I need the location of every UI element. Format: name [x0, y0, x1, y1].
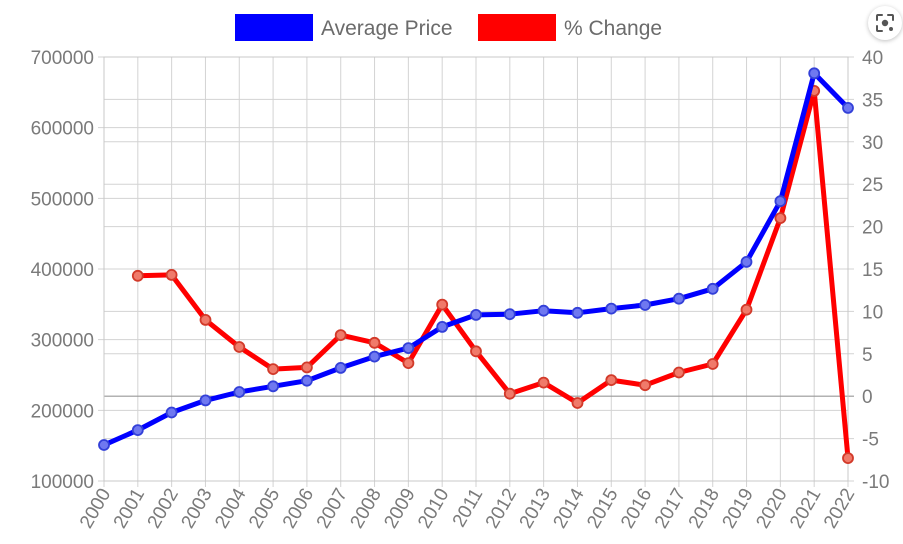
y-right-tick-label: 15: [862, 260, 883, 281]
data-point-average-price: [98, 439, 110, 451]
x-tick-label: 2001: [110, 485, 149, 532]
x-tick-label: 2012: [482, 485, 521, 532]
data-point-change: [402, 357, 415, 370]
data-point-change: [165, 268, 178, 281]
data-point-average-price: [537, 304, 550, 317]
y-right-tick-label: 5: [862, 345, 873, 366]
data-point-change: [233, 341, 246, 353]
data-point-average-price: [131, 424, 144, 437]
data-point-change: [131, 269, 144, 282]
data-point-average-price: [470, 308, 482, 321]
data-point-change: [706, 358, 719, 370]
data-point-change: [300, 361, 313, 374]
data-point-average-price: [740, 255, 753, 268]
legend-swatch-percent-change: [478, 14, 556, 41]
y-right-tick-label: 30: [862, 133, 883, 154]
y-right-tick-label: 20: [862, 218, 883, 239]
lens-icon: [876, 14, 894, 32]
x-tick-label: 2020: [752, 485, 791, 532]
y-axis-left: 100000 200000 300000 400000 500000 600000 7000…: [31, 48, 94, 493]
data-point-average-price: [639, 299, 651, 311]
data-point-average-price: [503, 308, 516, 321]
plot-border: [103, 56, 849, 482]
x-tick-label: 2022: [820, 485, 859, 532]
data-point-change: [673, 366, 685, 379]
data-point-change: [199, 313, 212, 326]
y-left-tick-label: 300000: [31, 331, 94, 352]
y-right-tick-label: -5: [862, 430, 879, 451]
data-point-change: [368, 336, 381, 349]
x-axis: 2000200120022003200420052006200720082009…: [76, 485, 859, 532]
data-point-change: [436, 298, 449, 311]
x-tick-label: 2003: [177, 485, 216, 532]
data-point-average-price: [774, 195, 787, 208]
x-tick-label: 2013: [516, 485, 555, 532]
y-left-tick-label: 700000: [31, 48, 94, 69]
x-tick-label: 2011: [449, 485, 488, 531]
y-left-tick-label: 200000: [31, 401, 94, 422]
data-point-average-price: [300, 374, 313, 387]
y-right-tick-label: 35: [862, 90, 883, 111]
x-tick-label: 2002: [144, 485, 183, 532]
data-point-average-price: [267, 380, 280, 393]
x-tick-label: 2021: [786, 485, 825, 532]
legend-swatch-average-price: [235, 14, 313, 41]
y-right-tick-label: -10: [862, 472, 889, 493]
x-tick-label: 2009: [380, 485, 419, 532]
x-tick-label: 2004: [211, 485, 251, 532]
data-point-average-price: [199, 394, 212, 407]
x-tick-label: 2015: [583, 485, 622, 532]
data-point-average-price: [605, 302, 618, 315]
y-left-tick-label: 500000: [31, 189, 94, 210]
data-point-average-price: [571, 306, 584, 319]
x-tick-label: 2014: [549, 485, 589, 532]
data-point-average-price: [706, 282, 719, 295]
data-point-average-price: [334, 361, 347, 374]
data-point-change: [334, 329, 347, 342]
series-line-change: [135, 88, 851, 461]
data-point-average-price: [165, 406, 178, 419]
x-tick-label: 2016: [617, 485, 656, 532]
x-tick-label: 2008: [347, 485, 386, 532]
data-point-average-price: [808, 67, 821, 80]
data-point-change: [537, 376, 550, 389]
legend: Average Price % Change: [235, 14, 662, 41]
x-tick-label: 2006: [279, 485, 318, 532]
lens-button[interactable]: [868, 6, 902, 40]
y-right-tick-label: 0: [862, 387, 873, 408]
y-left-tick-label: 100000: [31, 472, 94, 493]
data-point-average-price: [233, 386, 246, 398]
data-point-change: [571, 397, 584, 409]
data-point-change: [740, 303, 753, 316]
data-point-change: [774, 212, 787, 225]
x-tick-label: 2005: [245, 485, 284, 532]
data-point-average-price: [842, 102, 854, 114]
legend-label-average-price: Average Price: [321, 17, 453, 40]
data-point-average-price: [436, 320, 449, 333]
y-left-tick-label: 600000: [31, 119, 94, 140]
y-right-tick-label: 40: [862, 48, 883, 69]
x-tick-label: 2018: [685, 485, 724, 532]
data-point-change: [842, 452, 854, 465]
x-tick-label: 2019: [719, 485, 758, 532]
y-left-tick-label: 400000: [31, 260, 94, 281]
x-tick-label: 2010: [414, 485, 453, 532]
series-layer: [98, 67, 854, 465]
data-point-change: [267, 363, 280, 376]
data-point-change: [503, 387, 516, 400]
y-right-tick-label: 25: [862, 175, 883, 196]
grid: [98, 56, 854, 487]
data-point-average-price: [673, 292, 685, 305]
y-right-tick-label: 10: [862, 302, 883, 323]
x-tick-label: 2007: [313, 485, 352, 532]
data-point-change: [470, 345, 482, 358]
data-point-average-price: [368, 350, 381, 363]
data-point-change: [639, 379, 651, 392]
y-axis-right: -10 -5 0 5 10 15 20 25 30 35 40: [862, 48, 889, 493]
legend-label-percent-change: % Change: [564, 17, 662, 40]
x-tick-label: 2017: [651, 485, 690, 532]
data-point-average-price: [402, 342, 415, 355]
data-point-change: [605, 374, 618, 387]
